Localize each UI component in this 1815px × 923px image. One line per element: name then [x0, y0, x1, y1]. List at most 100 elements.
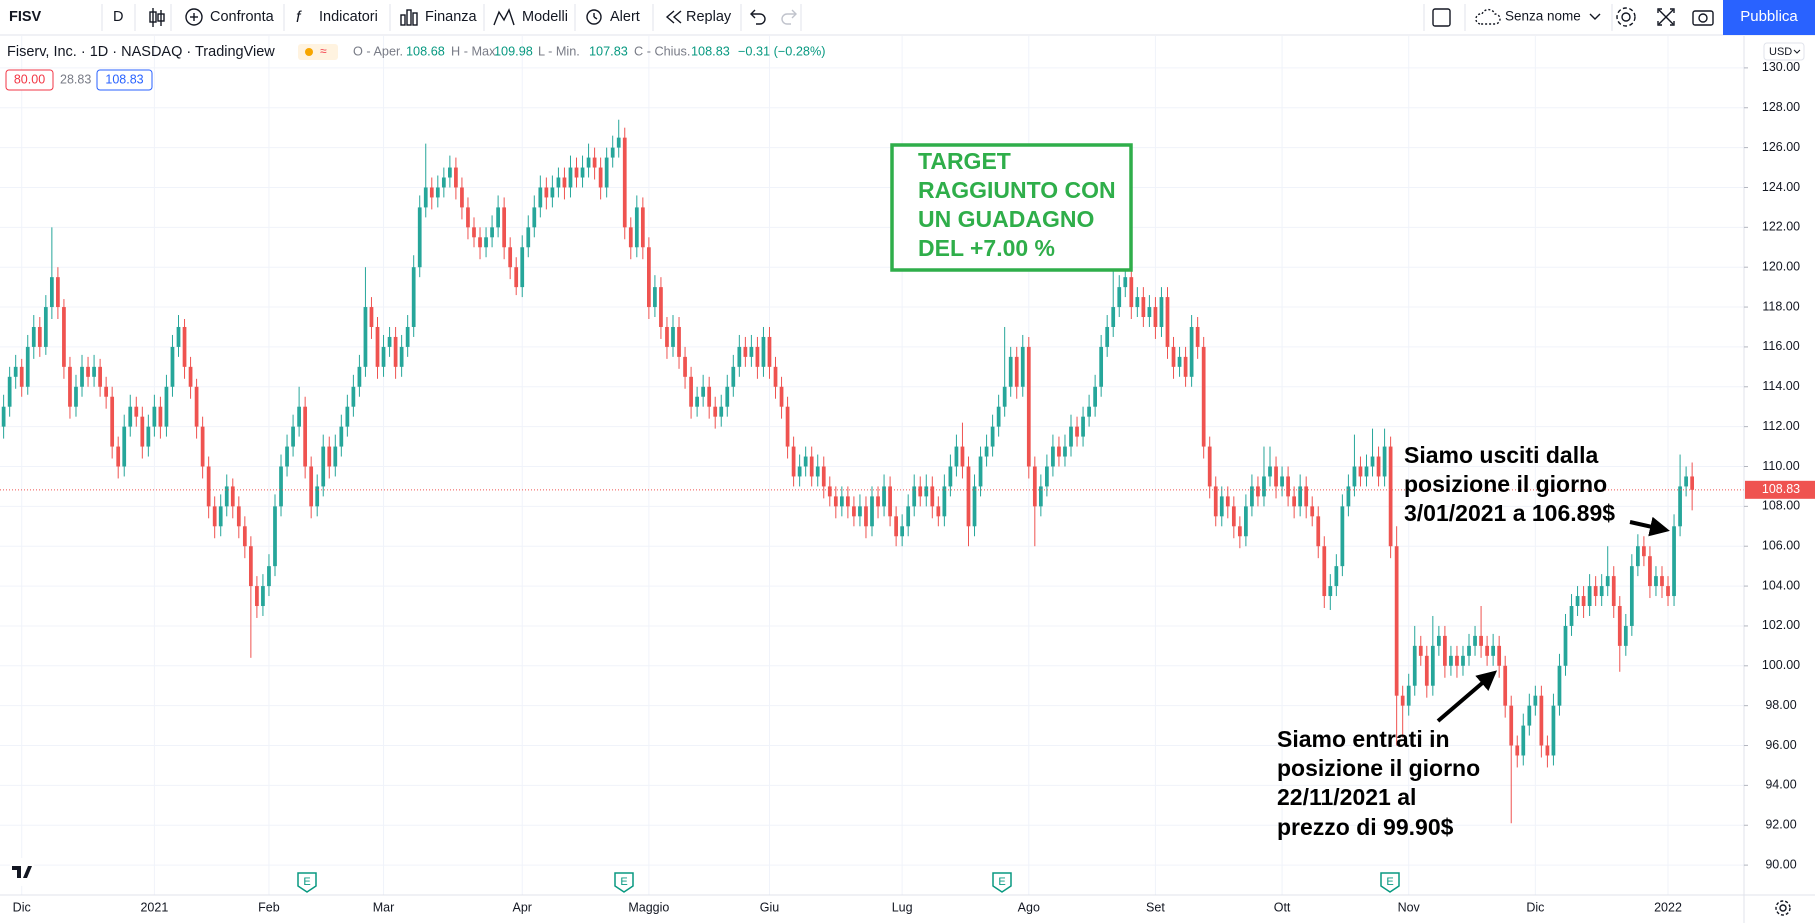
candle-body — [98, 366, 102, 387]
interval[interactable]: D — [113, 9, 123, 25]
status-badge — [298, 44, 338, 60]
candle-body — [526, 227, 531, 248]
indicators-icon[interactable]: f — [296, 9, 302, 26]
candle-body — [303, 406, 308, 467]
templates-icon[interactable] — [493, 8, 515, 26]
toolbar-item[interactable]: Replay — [686, 9, 732, 25]
camera-icon[interactable] — [1692, 10, 1714, 26]
candle-body — [1268, 466, 1272, 477]
y-tick-label: 104.00 — [1762, 578, 1800, 592]
redo-icon[interactable] — [781, 9, 797, 25]
candle-type-icon[interactable] — [149, 8, 165, 27]
replay-icon[interactable] — [665, 10, 682, 24]
candle-body — [351, 386, 356, 407]
ohlc-value: 107.83 — [589, 44, 628, 58]
candle-body — [1147, 307, 1152, 318]
candle-body — [1593, 586, 1598, 597]
candle-body — [1424, 655, 1429, 686]
candle-body — [1153, 307, 1158, 327]
y-tick-label: 122.00 — [1762, 220, 1800, 234]
candle-body — [242, 526, 247, 547]
candle-body — [218, 506, 223, 527]
compare-icon[interactable] — [185, 8, 203, 26]
candle-body — [1473, 635, 1477, 646]
candle-body — [936, 506, 941, 517]
fullscreen-icon[interactable] — [1657, 8, 1675, 26]
currency-chevron[interactable] — [1793, 49, 1801, 54]
earnings-icon[interactable]: E — [992, 872, 1012, 893]
candle-body — [707, 386, 712, 407]
candle-body — [212, 506, 217, 527]
currency[interactable]: USD — [1769, 46, 1792, 58]
symbol[interactable]: FISV — [9, 9, 42, 25]
undo-icon[interactable] — [750, 9, 766, 25]
toolbar-item[interactable]: Modelli — [522, 9, 568, 25]
y-tick-label: 116.00 — [1762, 339, 1799, 353]
currency-box[interactable] — [1763, 42, 1805, 61]
entry-text: prezzo di 99.90$ — [1277, 814, 1454, 840]
candle-body — [628, 227, 633, 248]
tv-logo — [8, 858, 36, 886]
candle-body — [1623, 625, 1628, 646]
publish-button[interactable] — [1723, 0, 1815, 35]
candle-body — [1177, 356, 1182, 367]
candle-body — [490, 227, 494, 238]
candle-body — [1020, 346, 1025, 387]
candle-body — [1069, 426, 1073, 447]
candle-body — [411, 267, 416, 327]
candle-body — [900, 526, 905, 537]
candle-body — [821, 466, 826, 487]
candle-body — [882, 486, 886, 507]
candle-body — [1087, 406, 1091, 417]
y-tick-label: 124.00 — [1762, 180, 1800, 194]
candle-body — [248, 546, 253, 587]
candle-body — [345, 406, 350, 427]
x-tick-label: 2021 — [140, 900, 168, 914]
axis-settings-icon[interactable] — [1775, 900, 1791, 916]
candle-body — [749, 346, 754, 357]
status-dot — [305, 48, 313, 56]
last-price-tag — [1745, 480, 1815, 499]
candle-body — [375, 326, 380, 367]
earnings-icon[interactable]: E — [297, 872, 317, 893]
finance-icon[interactable] — [400, 9, 418, 26]
candle-body — [508, 247, 513, 268]
candle-body — [1244, 506, 1248, 537]
candle-body — [1123, 277, 1128, 288]
entry-text: posizione il giorno — [1277, 755, 1480, 781]
candle-body — [200, 426, 205, 467]
candle-body — [1032, 466, 1037, 507]
toolbar-item[interactable]: Indicatori — [319, 9, 378, 25]
settings-icon[interactable] — [1616, 7, 1636, 27]
candle-body — [1189, 326, 1194, 377]
candle-body — [562, 177, 567, 188]
layout-name[interactable]: Senza nome — [1505, 9, 1581, 24]
ohlc-label: H - Max. — [451, 44, 499, 58]
toolbar-item[interactable]: Confronta — [210, 9, 275, 25]
candle-body — [876, 496, 880, 507]
candle-body — [1334, 566, 1339, 587]
candle-body — [1629, 566, 1634, 626]
candle-body — [1045, 466, 1049, 487]
candle-body — [1207, 446, 1212, 487]
candle-body — [1304, 486, 1309, 507]
toolbar-item[interactable]: Finanza — [425, 9, 478, 25]
earnings-icon[interactable]: E — [614, 872, 634, 893]
chevron[interactable] — [1589, 13, 1601, 20]
toolbar-item[interactable]: Alert — [610, 9, 640, 25]
candle-body — [255, 586, 259, 607]
earnings-icon[interactable]: E — [1380, 872, 1400, 893]
x-tick-label: Maggio — [628, 900, 669, 914]
candle-body — [206, 466, 211, 507]
alert-icon[interactable] — [586, 9, 602, 25]
candle-body — [49, 277, 54, 308]
entry-text: 22/11/2021 al — [1277, 784, 1416, 810]
candle-body — [1038, 486, 1043, 507]
candle-body — [460, 187, 464, 208]
candle-body — [1648, 556, 1652, 587]
candle-body — [1400, 695, 1405, 706]
layout-icon[interactable] — [1432, 8, 1451, 27]
candle-body — [665, 326, 669, 347]
publish-label[interactable]: Pubblica — [1740, 8, 1798, 25]
x-tick-label: Lug — [892, 900, 913, 914]
